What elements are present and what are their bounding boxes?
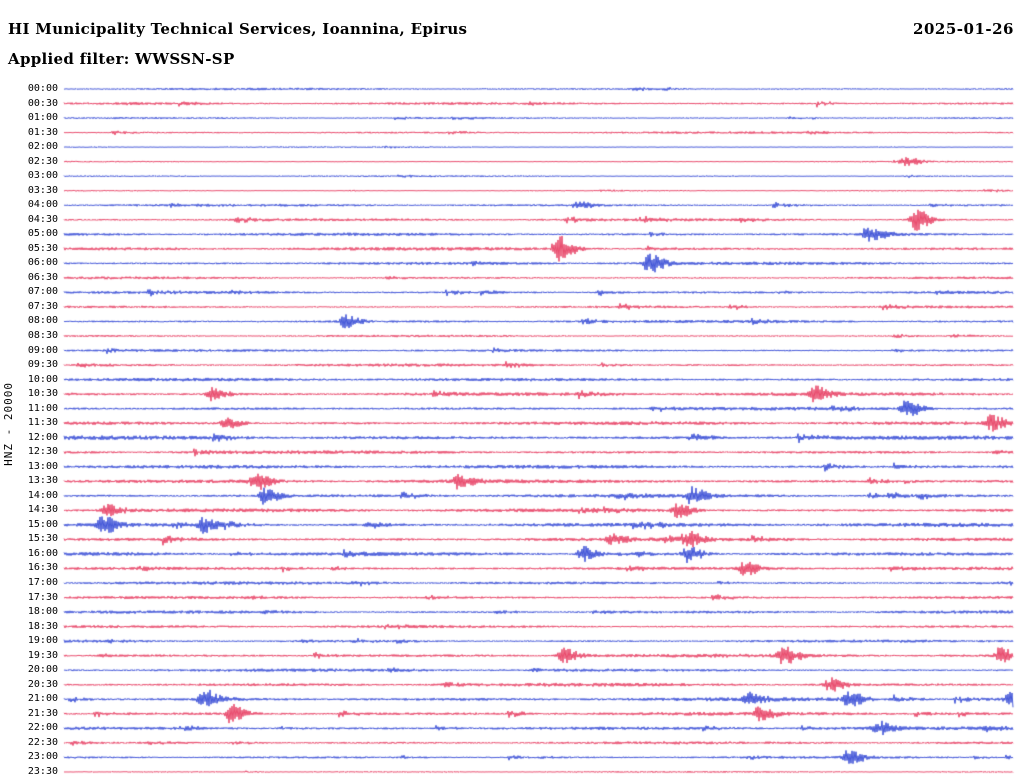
time-label: 08:00 (27, 315, 58, 327)
time-label: 11:00 (27, 402, 58, 414)
time-label: 04:00 (27, 199, 58, 211)
time-label: 13:00 (27, 460, 58, 472)
time-label: 01:30 (27, 126, 58, 138)
page-title: HI Municipality Technical Services, Ioan… (8, 20, 468, 38)
time-label: 18:00 (27, 606, 58, 618)
time-label: 01:00 (27, 112, 58, 124)
time-label: 12:00 (27, 431, 58, 443)
time-label: 15:00 (27, 518, 58, 530)
time-label: 21:00 (27, 693, 58, 705)
time-label: 19:00 (27, 635, 58, 647)
time-label: 17:30 (27, 591, 58, 603)
time-label: 06:00 (27, 257, 58, 269)
time-label: 07:30 (27, 300, 58, 312)
time-label: 05:30 (27, 242, 58, 254)
time-label: 03:00 (27, 170, 58, 182)
time-axis: 00:00 00:30 01:00 01:30 02:00 02:30 03:00 03:30… (0, 0, 60, 780)
time-label: 19:30 (27, 649, 58, 661)
time-label: 04:30 (27, 213, 58, 225)
time-label: 22:00 (27, 722, 58, 734)
time-label: 06:30 (27, 271, 58, 283)
time-label: 10:30 (27, 388, 58, 400)
time-label: 23:30 (27, 765, 58, 777)
time-label: 02:00 (27, 141, 58, 153)
time-label: 10:00 (27, 373, 58, 385)
time-label: 11:30 (27, 417, 58, 429)
time-label: 09:00 (27, 344, 58, 356)
time-label: 18:30 (27, 620, 58, 632)
filter-label: Applied filter: WWSSN-SP (8, 50, 235, 68)
time-label: 16:30 (27, 562, 58, 574)
time-label: 00:30 (27, 97, 58, 109)
time-label: 08:30 (27, 330, 58, 341)
time-label: 14:30 (27, 504, 58, 516)
time-label: 20:30 (27, 678, 58, 690)
time-label: 12:30 (27, 446, 58, 458)
time-label: 00:00 (27, 83, 58, 94)
time-label: 21:30 (27, 707, 58, 719)
time-label: 20:00 (27, 664, 58, 676)
time-label: 07:00 (27, 286, 58, 298)
time-label: 13:30 (27, 475, 58, 487)
time-label: 02:30 (27, 155, 58, 167)
time-label: 03:30 (27, 184, 58, 196)
time-label: 16:00 (27, 547, 58, 559)
date-label: 2025-01-26 (913, 20, 1014, 38)
time-label: 23:00 (27, 751, 58, 763)
time-label: 17:00 (27, 577, 58, 589)
time-label: 14:00 (27, 489, 58, 501)
time-label: 05:00 (27, 228, 58, 240)
time-label: 09:30 (27, 359, 58, 371)
time-label: 22:30 (27, 736, 58, 748)
time-label: 15:30 (27, 533, 58, 545)
